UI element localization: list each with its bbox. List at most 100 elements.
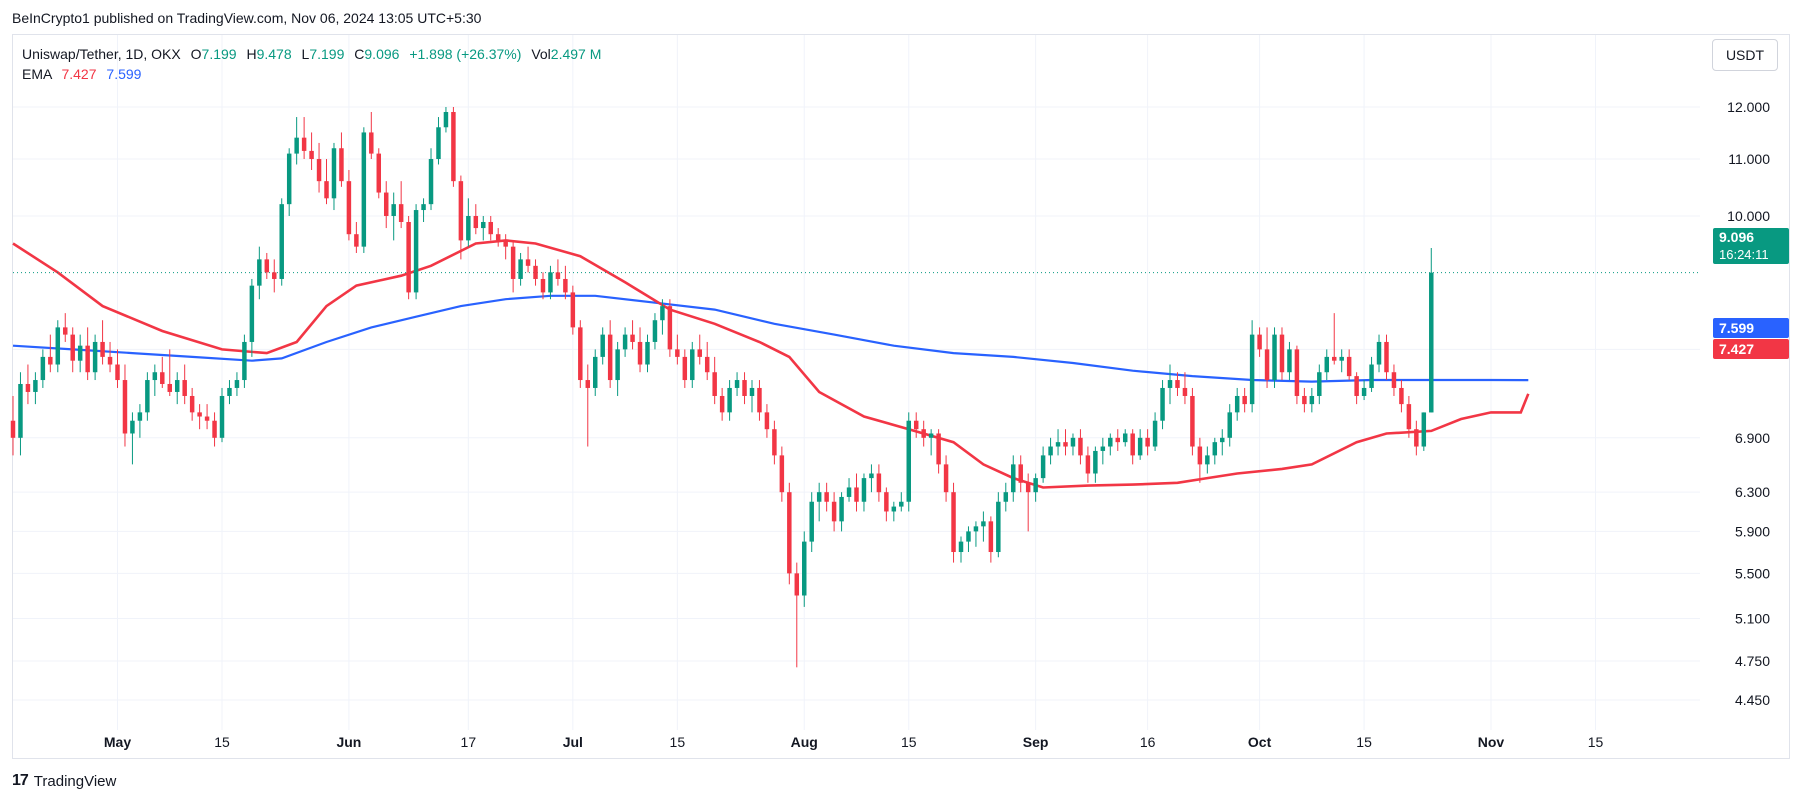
candle-body [70,334,75,361]
candle-body [1175,380,1180,388]
candle-body [518,259,523,279]
candle-body [339,148,344,182]
candle-body [652,320,658,342]
candle [1160,380,1165,430]
volume-label: Vol [531,46,551,62]
legend-symbol[interactable]: Uniswap/Tether, 1D, OKX [22,46,181,62]
candle [913,412,919,438]
candle-body [600,334,605,357]
candle-body [1040,455,1046,479]
candle-body [189,395,195,413]
candle [749,380,755,413]
candle [473,204,479,235]
candle [652,313,658,350]
candle [316,142,322,193]
candle-body [988,521,994,553]
candle-body [592,356,598,388]
candle [1048,437,1053,465]
candle [1152,412,1158,451]
candle-body [1257,334,1262,350]
candle-body [1279,334,1285,373]
high-value: 9.478 [256,46,292,62]
candle [481,215,486,241]
candle-body [690,349,695,381]
candle-body [622,334,628,350]
candle [779,446,785,502]
y-tick-label: 4.750 [1735,653,1770,669]
candle [1227,404,1232,447]
candle-body [421,204,426,211]
candle-body [85,345,90,373]
candle [466,198,471,247]
candle-body [615,349,620,381]
candle [264,252,270,279]
candle-body [286,153,292,205]
candle [869,464,874,493]
candle-body [548,272,553,293]
x-tick-label: 16 [1140,734,1156,750]
candle [533,259,538,286]
candle [1324,349,1330,381]
candle [40,349,46,388]
candle [1100,437,1106,465]
candle-body [1361,387,1367,396]
candle [861,473,867,512]
countdown-value: 16:24:11 [1719,247,1769,262]
candle-body [697,349,702,357]
candle [63,313,68,342]
candle-body [973,526,979,532]
candle-body [1339,356,1344,361]
y-tick-label: 10.000 [1727,208,1770,224]
candle-body [906,420,911,502]
candle [1354,372,1359,405]
candle-body [383,192,389,216]
candle-body [660,306,665,321]
candle [204,404,210,430]
candle-body [1429,272,1434,413]
candle-body [346,181,352,235]
candle [1376,334,1382,373]
candle [563,265,568,300]
candle [622,327,628,357]
candle [802,531,807,607]
candle-body [1249,334,1255,405]
candle [1040,446,1046,483]
currency-button[interactable]: USDT [1712,39,1778,71]
candle [1384,334,1389,381]
legend-ema-row[interactable]: EMA 7.427 7.599 [22,64,601,84]
x-tick-label: 15 [670,734,686,750]
x-tick-label: 15 [214,734,230,750]
candle [1167,364,1173,405]
candle-body [1130,433,1135,456]
candle [85,327,90,381]
x-tick-label: Oct [1248,734,1272,750]
footer[interactable]: 17 TradingView [12,772,116,790]
candle-body [1025,482,1031,493]
candle-body [361,132,367,247]
candle [958,536,964,563]
candle-body [525,259,531,266]
candle [219,387,225,443]
candle [279,198,284,286]
candle [667,299,673,357]
candle [1115,429,1121,451]
candle [1331,313,1337,365]
candle [734,372,740,396]
candle-body [1242,395,1247,405]
y-axis-ticks: 12.00011.00010.0008.0006.9006.3005.9005.… [1727,99,1770,708]
candle-body [219,395,225,438]
candle [10,395,16,456]
candle [1279,327,1285,381]
candle-body [876,473,882,493]
candle-body [1287,349,1292,373]
candle [921,420,926,447]
candle-body [951,492,956,553]
candle [1339,349,1344,373]
candle-body [391,204,396,216]
candle-body [637,341,643,365]
candle [891,501,897,522]
candle [697,334,702,365]
candle [376,148,382,199]
candle-body [1384,341,1389,373]
